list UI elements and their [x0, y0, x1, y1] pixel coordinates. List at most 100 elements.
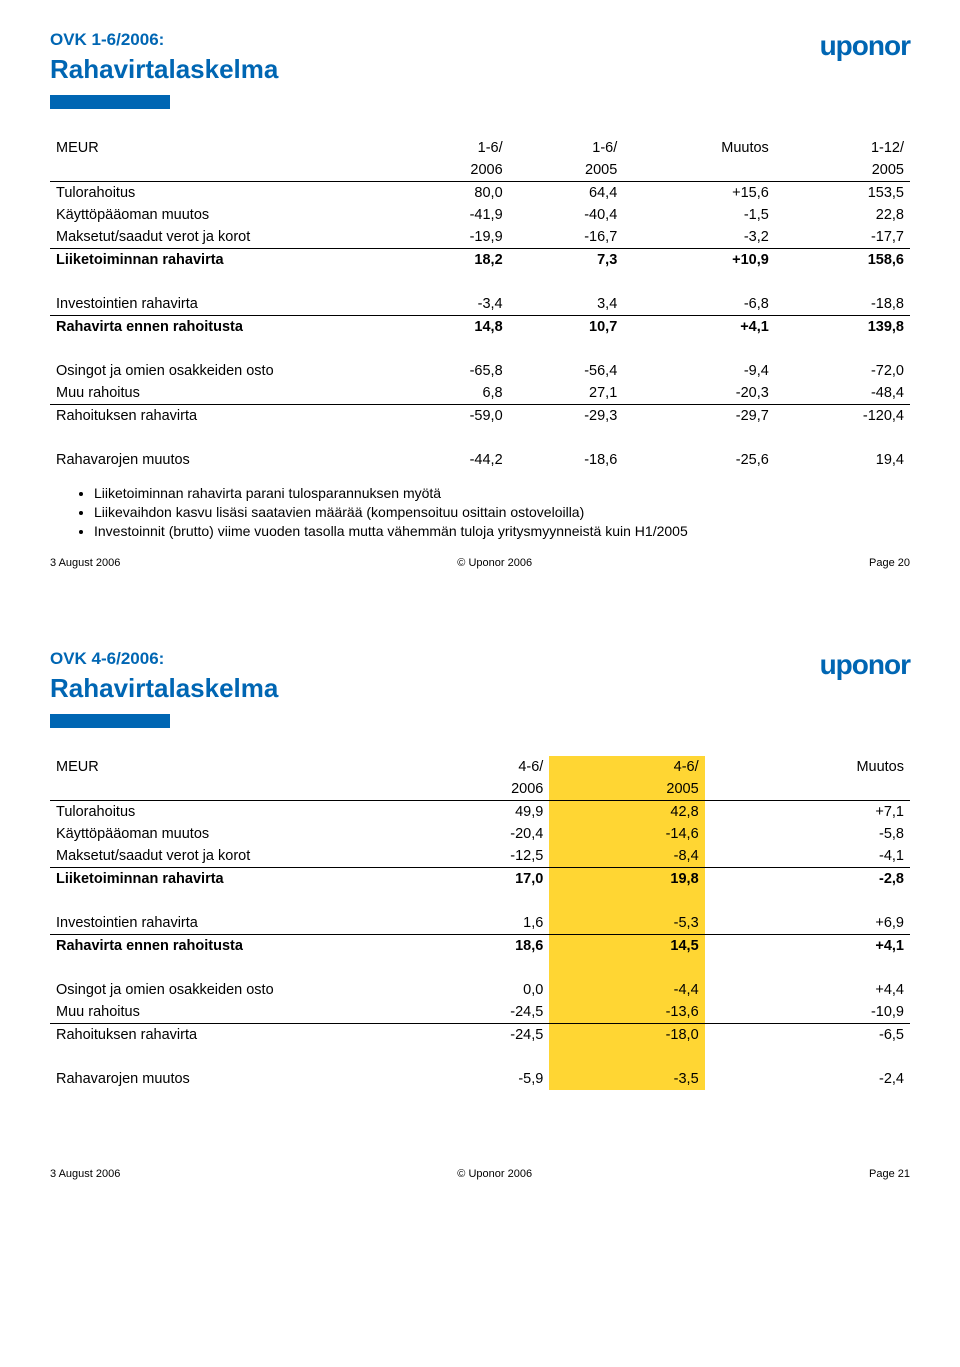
cell-value: +10,9 [623, 249, 775, 272]
cell-value: -29,3 [509, 405, 624, 428]
slide1-footer: 3 August 2006 © Uponor 2006 Page 20 [50, 557, 910, 569]
cell-value: 49,9 [394, 801, 549, 824]
cell-value: 1-12/ [775, 137, 910, 159]
cell-value: -5,3 [549, 912, 704, 935]
uponor-logo: uponor [820, 649, 910, 681]
row-label: Osingot ja omien osakkeiden osto [50, 979, 394, 1001]
uponor-logo: uponor [820, 30, 910, 62]
footer-date: 3 August 2006 [50, 557, 120, 569]
cell-value: 2005 [775, 159, 910, 182]
cell-value: 10,7 [509, 316, 624, 339]
row-label [50, 778, 394, 801]
cell-value: 27,1 [509, 382, 624, 405]
slide1-pretitle: OVK 1-6/2006: [50, 30, 910, 50]
cell-value: 4-6/ [549, 756, 704, 778]
cell-value: -6,5 [705, 1024, 910, 1047]
cell-value: -59,0 [394, 405, 509, 428]
cell-value: 2005 [509, 159, 624, 182]
footer-copy: © Uponor 2006 [457, 1168, 532, 1180]
cell-value: 17,0 [394, 868, 549, 891]
cashflow-table-2: MEUR4-6/4-6/Muutos20062005Tulorahoitus49… [50, 756, 910, 1090]
row-label [50, 159, 394, 182]
title-underline [50, 714, 170, 728]
cell-value: 3,4 [509, 293, 624, 316]
cell-value: -3,2 [623, 226, 775, 249]
row-label: Liiketoiminnan rahavirta [50, 249, 394, 272]
title-underline [50, 95, 170, 109]
cell-value: -20,3 [623, 382, 775, 405]
row-label: MEUR [50, 137, 394, 159]
cell-value: 1-6/ [394, 137, 509, 159]
cell-value: -18,0 [549, 1024, 704, 1047]
cell-value: -18,6 [509, 449, 624, 471]
cell-value: -5,8 [705, 823, 910, 845]
cell-value: -9,4 [623, 360, 775, 382]
footer-page: Page 20 [869, 557, 910, 569]
cell-value: 18,6 [394, 935, 549, 958]
cell-value: 2006 [394, 159, 509, 182]
cell-value: -12,5 [394, 845, 549, 868]
footer-date: 3 August 2006 [50, 1168, 120, 1180]
cell-value: 7,3 [509, 249, 624, 272]
cell-value: -4,1 [705, 845, 910, 868]
cashflow-table-1: MEUR1-6/1-6/Muutos1-12/200620052005Tulor… [50, 137, 910, 471]
cell-value [705, 778, 910, 801]
cell-value: -17,7 [775, 226, 910, 249]
cell-value: -4,4 [549, 979, 704, 1001]
cell-value: +15,6 [623, 182, 775, 205]
cell-value: -2,8 [705, 868, 910, 891]
cell-value: -16,7 [509, 226, 624, 249]
footer-copy: © Uponor 2006 [457, 557, 532, 569]
cell-value: -3,5 [549, 1068, 704, 1090]
cell-value: -2,4 [705, 1068, 910, 1090]
cell-value: -40,4 [509, 204, 624, 226]
cell-value: 2006 [394, 778, 549, 801]
cell-value: -24,5 [394, 1001, 549, 1024]
cell-value: -25,6 [623, 449, 775, 471]
slide1-bullets: Liiketoiminnan rahavirta parani tulospar… [54, 485, 910, 539]
cell-value: 18,2 [394, 249, 509, 272]
cell-value: 19,4 [775, 449, 910, 471]
cell-value: -5,9 [394, 1068, 549, 1090]
cell-value: -65,8 [394, 360, 509, 382]
cell-value: 1-6/ [509, 137, 624, 159]
cell-value: 153,5 [775, 182, 910, 205]
cell-value: -8,4 [549, 845, 704, 868]
row-label: MEUR [50, 756, 394, 778]
cell-value: +4,4 [705, 979, 910, 1001]
row-label: Muu rahoitus [50, 1001, 394, 1024]
cell-value: -13,6 [549, 1001, 704, 1024]
bullet-item: Investoinnit (brutto) viime vuoden tasol… [94, 523, 910, 539]
cell-value: 6,8 [394, 382, 509, 405]
slide2-footer: 3 August 2006 © Uponor 2006 Page 21 [50, 1168, 910, 1180]
row-label: Liiketoiminnan rahavirta [50, 868, 394, 891]
cell-value: +7,1 [705, 801, 910, 824]
cell-value: 14,5 [549, 935, 704, 958]
cell-value: 158,6 [775, 249, 910, 272]
bullet-item: Liiketoiminnan rahavirta parani tulospar… [94, 485, 910, 501]
cell-value: 1,6 [394, 912, 549, 935]
cell-value: +6,9 [705, 912, 910, 935]
slide2-title: Rahavirtalaskelma [50, 673, 910, 704]
slide-2: uponor OVK 4-6/2006: Rahavirtalaskelma M… [50, 649, 910, 1180]
cell-value: 139,8 [775, 316, 910, 339]
cell-value: Muutos [705, 756, 910, 778]
row-label: Maksetut/saadut verot ja korot [50, 845, 394, 868]
cell-value: -19,9 [394, 226, 509, 249]
row-label: Käyttöpääoman muutos [50, 204, 394, 226]
row-label: Tulorahoitus [50, 182, 394, 205]
slide2-pretitle: OVK 4-6/2006: [50, 649, 910, 669]
cell-value: -120,4 [775, 405, 910, 428]
row-label: Rahavarojen muutos [50, 449, 394, 471]
cell-value: -6,8 [623, 293, 775, 316]
cell-value: 64,4 [509, 182, 624, 205]
slide1-title: Rahavirtalaskelma [50, 54, 910, 85]
footer-page: Page 21 [869, 1168, 910, 1180]
cell-value: +4,1 [623, 316, 775, 339]
cell-value: -41,9 [394, 204, 509, 226]
cell-value: -20,4 [394, 823, 549, 845]
cell-value: 2005 [549, 778, 704, 801]
row-label: Rahavirta ennen rahoitusta [50, 935, 394, 958]
cell-value: -72,0 [775, 360, 910, 382]
row-label: Investointien rahavirta [50, 293, 394, 316]
